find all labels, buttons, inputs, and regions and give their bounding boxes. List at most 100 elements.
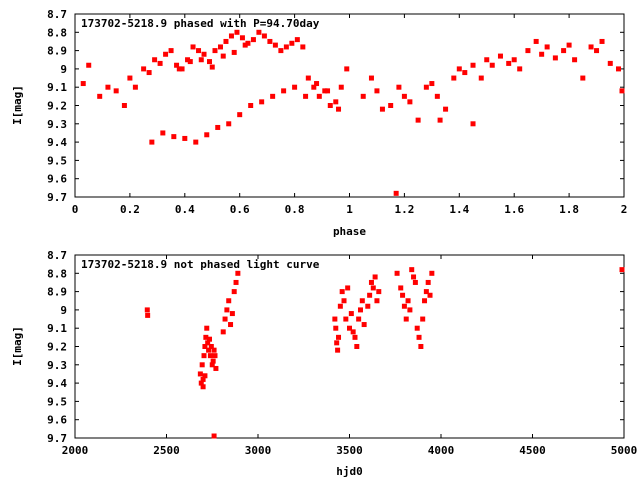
data-point	[327, 103, 333, 108]
data-point	[226, 298, 232, 304]
data-point	[212, 353, 218, 359]
data-point	[160, 130, 166, 136]
x-tick-labels: 2000 2500 3000 3500 4000 4500 5000	[62, 255, 637, 457]
data-point	[208, 344, 214, 349]
data-point	[506, 60, 512, 66]
data-point	[416, 334, 422, 340]
y-tick-label: 9	[60, 63, 67, 76]
x-tick-label: 0	[72, 203, 79, 216]
data-point	[196, 48, 202, 54]
data-point	[239, 35, 245, 41]
x-tick-label: 4500	[519, 444, 546, 457]
data-point	[233, 279, 239, 285]
data-point	[423, 84, 429, 90]
data-point	[599, 38, 605, 44]
data-point	[361, 322, 367, 328]
data-point	[335, 347, 341, 353]
data-point	[234, 29, 240, 35]
y-tick-label: 9.5	[47, 395, 67, 408]
data-point	[97, 93, 103, 99]
data-points	[144, 267, 625, 439]
data-point	[619, 88, 625, 94]
data-point	[533, 38, 539, 44]
data-point	[374, 298, 380, 304]
data-point	[141, 66, 147, 72]
x-tick-label: 1.8	[559, 203, 579, 216]
data-point	[407, 307, 413, 313]
data-point	[376, 289, 382, 295]
data-point	[105, 84, 111, 90]
data-point	[456, 66, 462, 72]
data-point	[292, 84, 298, 90]
data-point	[372, 274, 378, 280]
data-point	[572, 57, 578, 63]
data-point	[401, 303, 407, 309]
x-tick-label: 1.4	[449, 203, 469, 216]
data-point	[278, 48, 284, 54]
data-point	[345, 285, 351, 291]
data-point	[374, 88, 380, 94]
data-point	[179, 66, 185, 72]
data-point	[197, 371, 203, 377]
data-point	[217, 44, 223, 50]
data-point	[86, 62, 92, 68]
data-point	[207, 59, 213, 65]
data-point	[478, 75, 484, 81]
data-point	[220, 329, 226, 335]
data-point	[207, 336, 213, 342]
data-point	[429, 81, 435, 87]
data-point	[367, 292, 373, 298]
data-point	[484, 57, 490, 63]
data-point	[228, 33, 234, 39]
data-point	[409, 267, 415, 273]
data-point	[394, 270, 400, 276]
x-tick-label: 3500	[336, 444, 363, 457]
data-point	[171, 134, 177, 140]
data-point	[229, 311, 235, 317]
data-point	[242, 42, 248, 48]
data-point	[211, 433, 217, 439]
data-point	[193, 139, 199, 145]
data-point	[388, 103, 394, 108]
data-point	[544, 44, 550, 50]
y-tick-label: 8.9	[47, 45, 67, 58]
data-point	[359, 298, 365, 304]
data-point	[405, 298, 411, 304]
data-point	[224, 307, 230, 313]
data-point	[348, 311, 354, 317]
data-point	[443, 106, 449, 112]
data-point	[199, 362, 205, 368]
data-point	[261, 33, 267, 39]
data-point	[411, 274, 417, 280]
data-point	[352, 334, 358, 340]
data-point	[470, 62, 476, 68]
data-point	[300, 44, 306, 50]
data-point	[339, 289, 345, 295]
data-point	[205, 340, 211, 346]
data-point	[379, 106, 385, 112]
x-tick-labels: 0 0.2 0.4 0.6 0.8 1 1.2 1.4 1.6 1.8 2	[72, 14, 627, 216]
x-tick-label: 0.4	[175, 203, 195, 216]
data-point	[163, 51, 169, 57]
data-point	[325, 88, 331, 94]
data-point	[422, 298, 428, 304]
data-point	[333, 325, 339, 331]
data-point	[619, 267, 625, 273]
y-tick-label: 9.7	[47, 191, 67, 204]
y-tick-label: 8.9	[47, 286, 67, 299]
data-point	[360, 93, 366, 99]
data-point	[127, 75, 133, 81]
data-point	[248, 103, 254, 108]
data-point	[281, 88, 287, 94]
data-point	[539, 51, 545, 57]
plot-frame	[74, 13, 625, 198]
data-point	[174, 62, 180, 68]
data-point	[525, 48, 531, 54]
data-point	[202, 344, 208, 349]
data-point	[237, 112, 243, 118]
data-point	[121, 103, 127, 108]
x-tick-label: 2500	[153, 444, 180, 457]
data-point	[414, 325, 420, 331]
y-axis-label: I[mag]	[11, 326, 24, 366]
y-tick-label: 9.2	[47, 341, 67, 354]
